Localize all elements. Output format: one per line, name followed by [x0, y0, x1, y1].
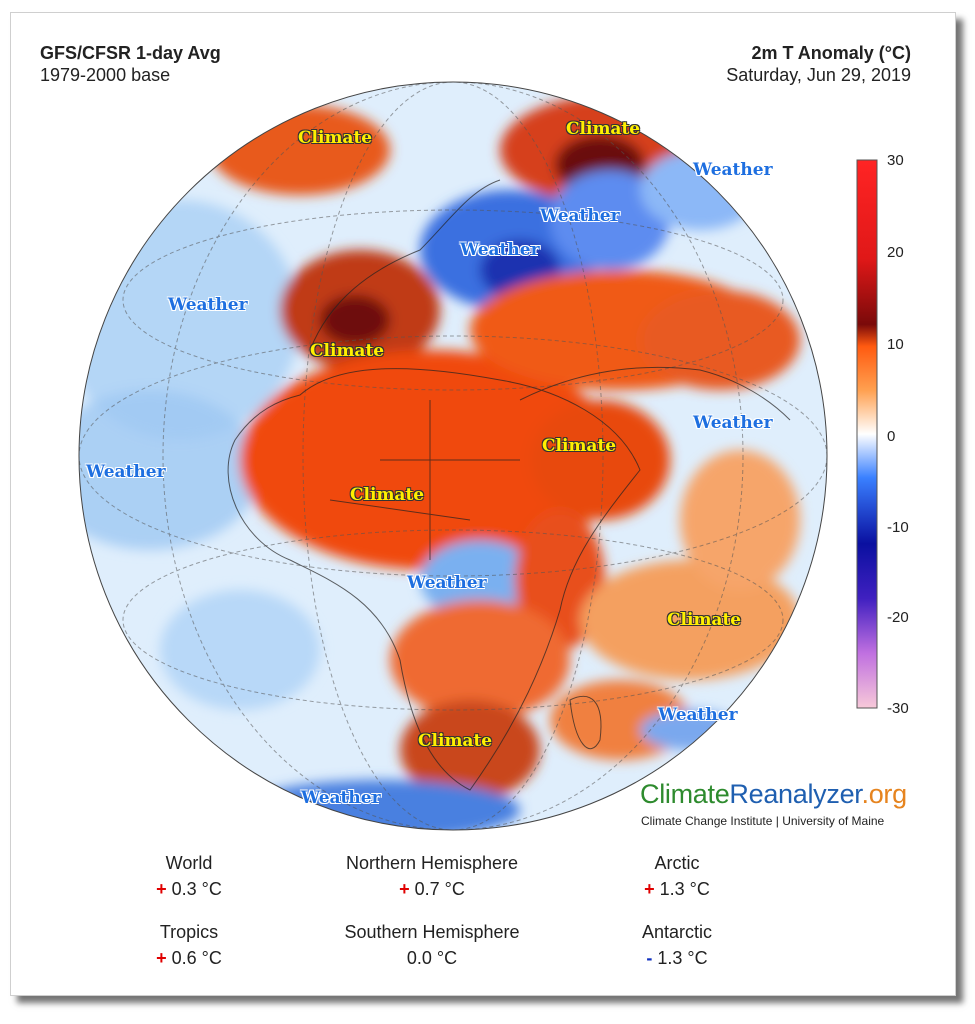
colorbar-tick: -20: [887, 609, 909, 626]
baseline-period: 1979-2000 base: [40, 65, 171, 85]
colorbar-tick: 20: [887, 244, 904, 261]
colorbar-tick: -30: [887, 700, 909, 717]
climate-label: Climate: [310, 341, 385, 361]
weather-label: Weather: [540, 206, 620, 226]
climate-label: Climate: [542, 436, 617, 456]
stat-nh-label: Northern Hemisphere: [345, 853, 519, 873]
colorbar-tick: 0: [887, 428, 896, 445]
stat-arctic-value: + 1.3 °C: [644, 879, 710, 899]
stat-world-label: World: [165, 853, 213, 873]
stat-tropics-label: Tropics: [159, 922, 219, 942]
stat-arctic-label: Arctic: [654, 853, 700, 873]
stat-world-value: + 0.3 °C: [156, 879, 222, 899]
climate-label: Climate: [418, 731, 493, 751]
weather-label: Weather: [460, 240, 540, 260]
globe-field: [79, 82, 827, 830]
date-label: Saturday, Jun 29, 2019: [726, 65, 911, 85]
weather-label: Weather: [658, 705, 738, 725]
stat-antarctic-value: - 1.3 °C: [646, 948, 708, 968]
logo-subtitle: Climate Change Institute | University of…: [641, 814, 885, 828]
colorbar-tick: 10: [887, 336, 904, 353]
stat-antarctic-label: Antarctic: [641, 922, 713, 942]
weather-label: Weather: [407, 573, 487, 593]
product-title: GFS/CFSR 1-day Avg: [40, 43, 221, 63]
climate-label: Climate: [566, 119, 641, 139]
weather-label: Weather: [301, 788, 381, 808]
climate-label: Climate: [667, 610, 742, 630]
variable-title: 2m T Anomaly (°C): [751, 43, 911, 63]
colorbar-tick: -10: [887, 519, 909, 536]
climate-label: Climate: [350, 485, 425, 505]
colorbar-tick: 30: [887, 152, 904, 169]
colorbar: [856, 159, 878, 709]
stat-sh-value: 0.0 °C: [406, 948, 458, 968]
stat-tropics-value: + 0.6 °C: [156, 948, 222, 968]
stat-nh-value: + 0.7 °C: [399, 879, 465, 899]
weather-label: Weather: [693, 160, 773, 180]
climate-reanalyzer-logo[interactable]: ClimateReanalyzer.org: [640, 779, 907, 809]
weather-label: Weather: [693, 413, 773, 433]
weather-label: Weather: [86, 462, 166, 482]
stat-sh-label: Southern Hemisphere: [344, 922, 520, 942]
climate-label: Climate: [298, 128, 373, 148]
weather-label: Weather: [168, 295, 248, 315]
